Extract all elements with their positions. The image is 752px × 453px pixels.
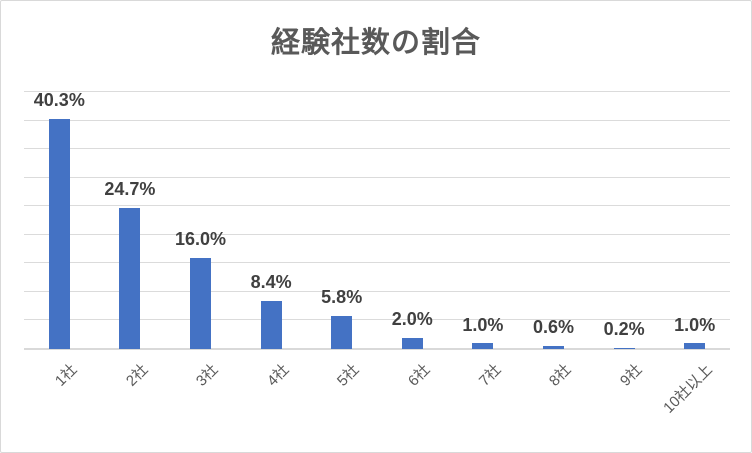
- gridline: [24, 176, 730, 178]
- gridline: [24, 205, 730, 207]
- plot-area: 40.3% 24.7% 16.0% 8.4% 5.8% 2.0% 1.0% 0.6% 0.2% 1…: [24, 90, 730, 350]
- bar-6: [401, 337, 423, 349]
- data-label-1: 40.3%: [33, 90, 85, 111]
- x-axis-label-1: 1社: [51, 361, 81, 390]
- bar-2: [119, 207, 141, 349]
- gridline: [24, 319, 730, 321]
- data-label-10: 1.0%: [674, 314, 716, 335]
- x-axis-label-4: 4社: [263, 361, 293, 390]
- x-axis-label-8: 8社: [546, 361, 575, 390]
- chart-title: 経験社数の割合: [270, 27, 481, 59]
- x-axis-label-3: 3社: [193, 361, 222, 390]
- data-label-5: 5.8%: [321, 287, 363, 308]
- gridline: [24, 119, 730, 121]
- x-axis-label-6: 6社: [404, 361, 434, 390]
- data-label-9: 0.2%: [603, 319, 645, 340]
- data-label-2: 24.7%: [104, 179, 156, 200]
- bar-10: [684, 343, 706, 349]
- gridline: [24, 148, 730, 150]
- bar-1: [48, 118, 70, 349]
- gridline: [24, 290, 730, 292]
- bar-4: [260, 301, 282, 349]
- x-axis-label-10: 10社以上: [660, 361, 716, 417]
- data-label-3: 16.0%: [174, 228, 227, 249]
- data-label-8: 0.6%: [532, 316, 575, 337]
- x-axis-label-9: 9社: [616, 361, 646, 390]
- x-axis: 1社 2社 3社 4社 5社 6社 7社 8社 9社 10社以上: [24, 359, 730, 449]
- gridline: [24, 233, 730, 235]
- bar-3: [190, 257, 211, 349]
- gridline: [24, 262, 730, 264]
- bar-5: [331, 315, 353, 349]
- data-label-6: 2.0%: [391, 308, 433, 329]
- x-axis-line: [24, 348, 730, 350]
- bar-7: [472, 343, 494, 349]
- gridline: [24, 91, 730, 92]
- bar-8: [543, 345, 564, 349]
- x-axis-label-2: 2社: [122, 361, 152, 390]
- bar-9: [613, 347, 635, 349]
- x-axis-label-5: 5社: [334, 361, 363, 390]
- data-label-7: 1.0%: [462, 314, 504, 335]
- data-label-4: 8.4%: [250, 272, 292, 293]
- x-axis-label-7: 7社: [475, 361, 505, 390]
